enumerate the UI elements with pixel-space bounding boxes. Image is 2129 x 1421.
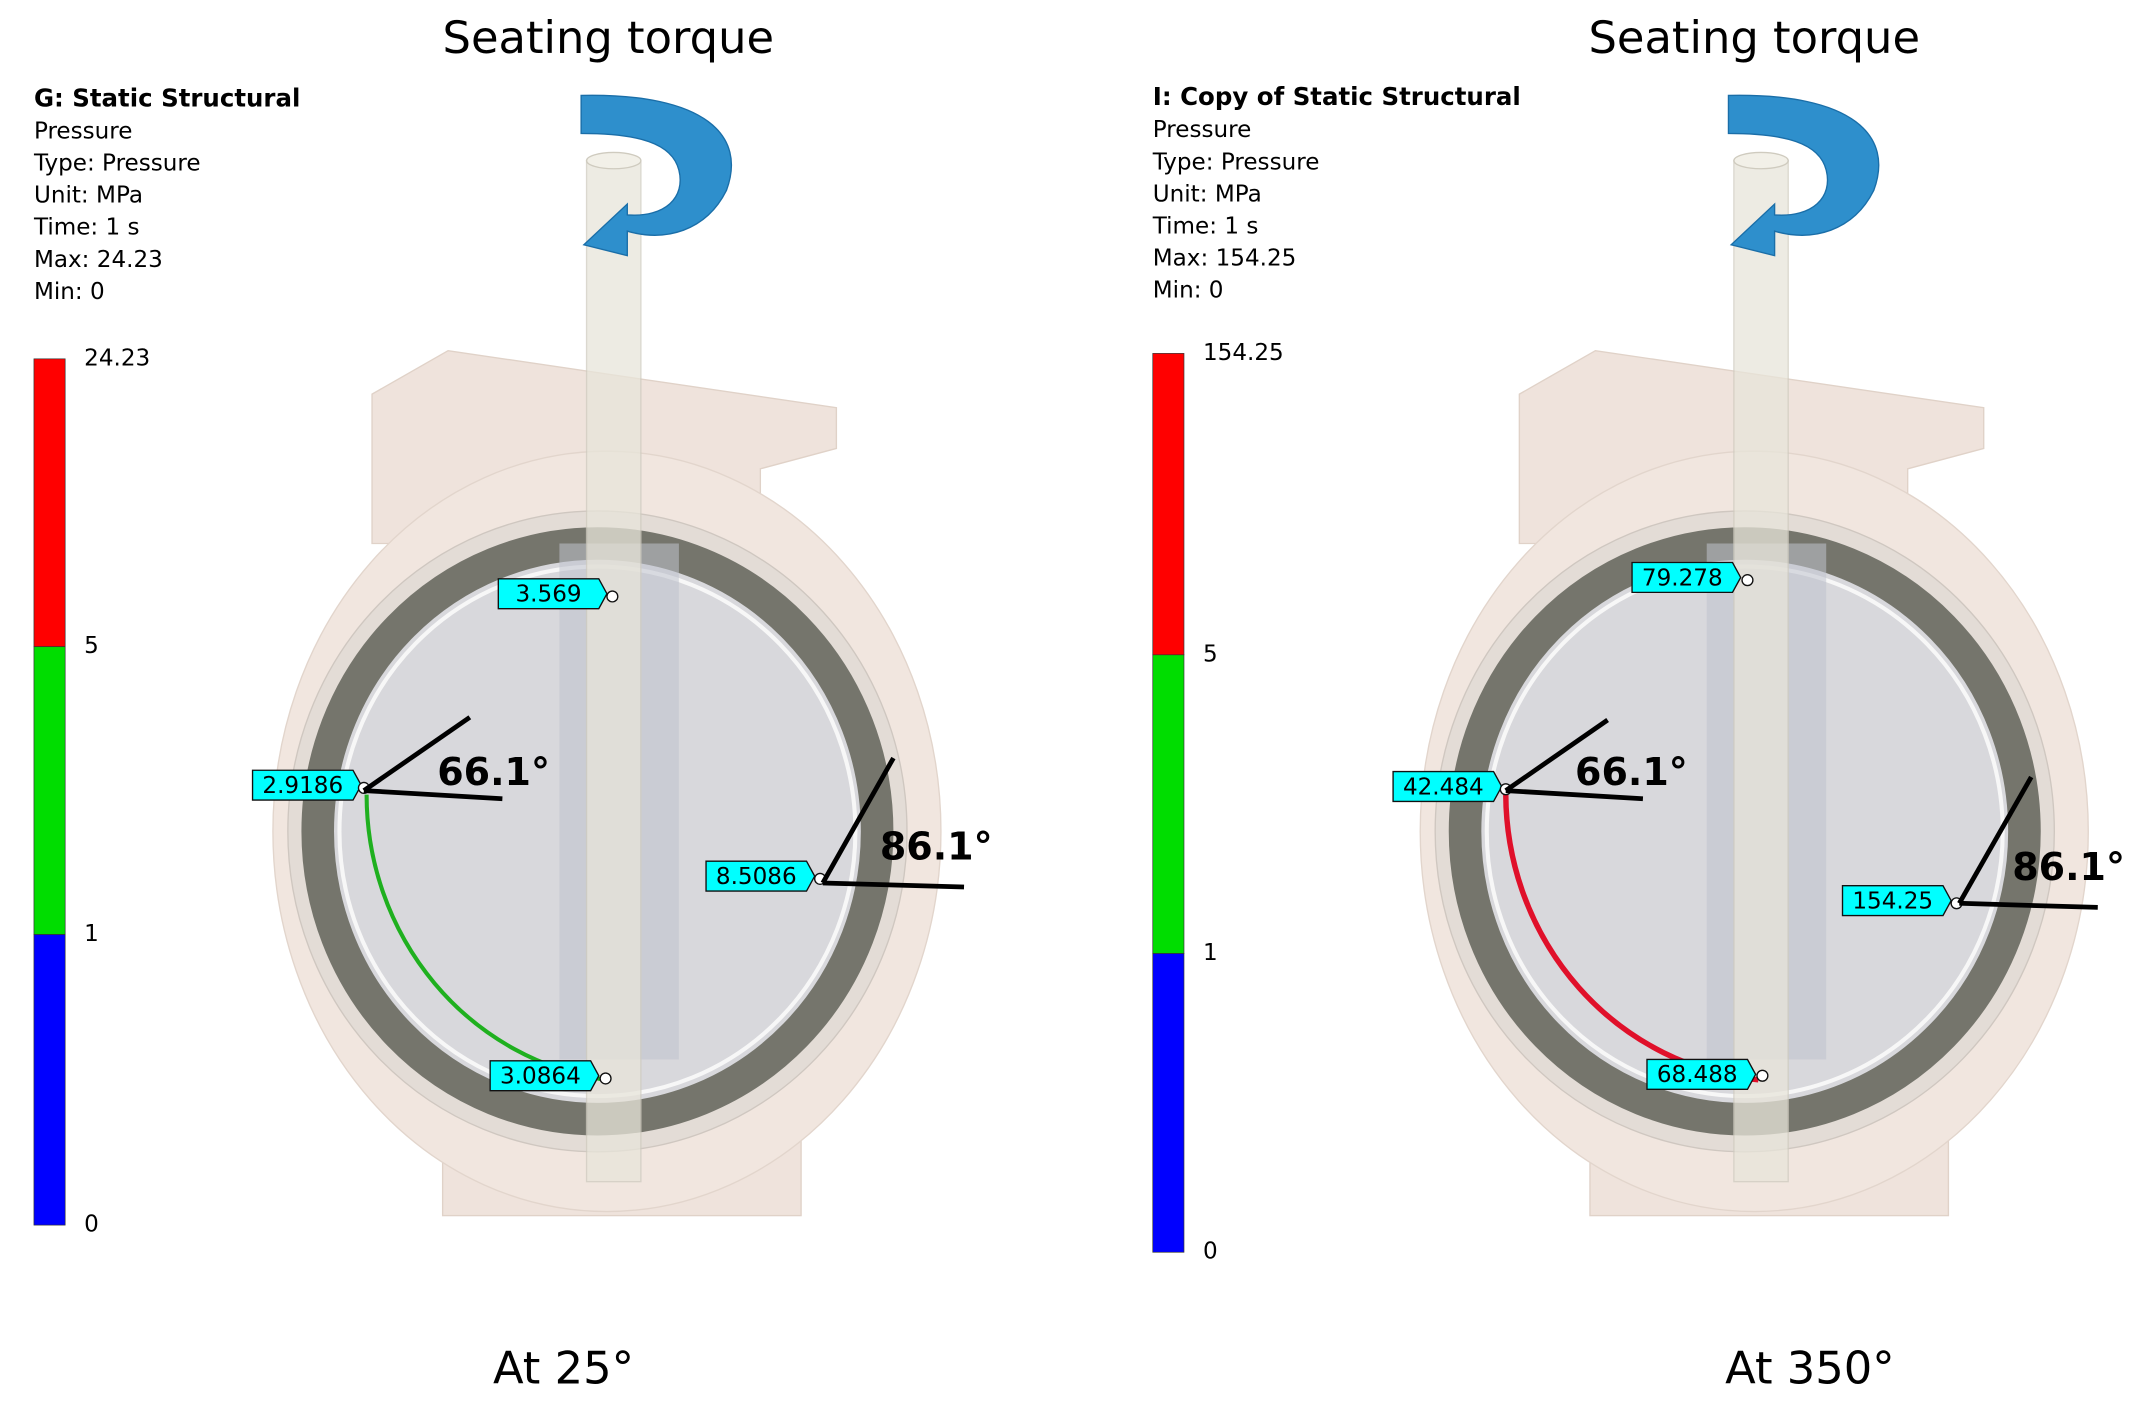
panel-caption: At 350°	[1725, 1342, 1895, 1395]
result-info: Pressure	[1153, 117, 1252, 143]
angle-label: 86.1°	[880, 824, 993, 868]
probe-value: 154.25	[1852, 888, 1933, 914]
valve-model	[273, 152, 941, 1215]
probe-value: 79.278	[1642, 565, 1723, 591]
legend-band	[33, 358, 66, 648]
result-heading: G: Static Structural	[34, 83, 300, 112]
result-info: Time: 1 s	[33, 215, 140, 241]
legend-tick: 154.25	[1203, 340, 1284, 366]
result-info: Time: 1 s	[1152, 213, 1259, 239]
panel-title: Seating torque	[1588, 11, 1920, 64]
probe-tag	[489, 1060, 600, 1092]
probe-value: 68.488	[1657, 1062, 1738, 1088]
probe-tag	[1646, 1058, 1757, 1090]
probe-tag	[1841, 884, 1952, 917]
legend-band	[1152, 353, 1185, 656]
angle-line	[1957, 775, 2034, 905]
probe-value: 2.9186	[262, 773, 343, 799]
probe-tag	[705, 860, 816, 892]
legend-tick: 5	[84, 633, 99, 659]
legend-band	[33, 646, 66, 935]
probe-tag	[497, 578, 608, 610]
result-info: Unit: MPa	[1153, 181, 1262, 207]
legend-tick: 1	[1203, 940, 1218, 966]
probe-point	[599, 1072, 612, 1085]
probe-point	[606, 590, 619, 603]
result-info: Unit: MPa	[34, 183, 143, 209]
angle-line	[822, 880, 965, 890]
legend-band	[1152, 953, 1185, 1253]
legend-band	[33, 934, 66, 1226]
result-info: Min: 0	[34, 279, 105, 305]
probe-value: 3.0864	[500, 1064, 581, 1090]
probe-point	[1741, 574, 1754, 587]
angle-line	[1505, 788, 1644, 802]
probe-tag	[1392, 770, 1503, 803]
result-info: Type: Pressure	[1152, 149, 1320, 175]
result-info: Min: 0	[1153, 277, 1224, 303]
result-info: Max: 154.25	[1153, 245, 1297, 271]
angle-label: 66.1°	[437, 750, 550, 794]
angle-label: 86.1°	[2012, 845, 2125, 889]
angle-line	[820, 756, 896, 885]
result-info: Type: Pressure	[33, 151, 201, 177]
angle-line	[1959, 900, 2098, 910]
probe-value: 42.484	[1403, 774, 1484, 800]
legend-tick: 0	[84, 1212, 99, 1238]
angle-line	[362, 715, 472, 793]
legend-tick: 24.23	[84, 345, 150, 371]
angle-line	[363, 788, 503, 802]
result-info: Max: 24.23	[34, 247, 163, 273]
angle-line	[1504, 718, 1609, 793]
legend-tick: 5	[1203, 641, 1218, 667]
probe-tag	[251, 769, 362, 801]
angle-label: 66.1°	[1575, 750, 1688, 794]
probe-value: 8.5086	[716, 864, 797, 890]
result-heading: I: Copy of Static Structural	[1153, 82, 1521, 111]
legend-tick: 0	[1203, 1239, 1218, 1265]
probe-value: 3.569	[516, 582, 582, 608]
valve-model	[1420, 152, 2088, 1215]
result-info: Pressure	[34, 119, 133, 145]
probe-tag	[1631, 561, 1742, 594]
legend-tick: 1	[84, 921, 99, 947]
legend-band	[1152, 654, 1185, 954]
panel-caption: At 25°	[493, 1342, 634, 1395]
probe-point	[1756, 1069, 1769, 1082]
panel-title: Seating torque	[443, 11, 775, 64]
